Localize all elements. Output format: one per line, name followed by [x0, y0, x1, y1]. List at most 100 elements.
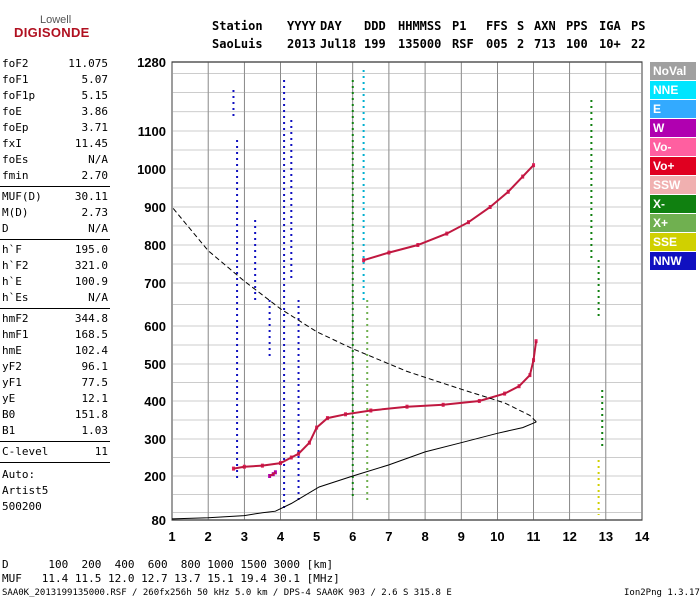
- separator: [0, 186, 110, 187]
- y-tick-label: 700: [144, 276, 166, 291]
- param-name: D: [2, 222, 9, 235]
- header-value: 135000: [398, 37, 442, 51]
- y-tick-label: 500: [144, 357, 166, 372]
- header-label: YYYY: [287, 19, 316, 33]
- separator: [0, 239, 110, 240]
- param-row: foEp 3.71: [2, 120, 108, 136]
- density-profile-solid: [171, 421, 537, 520]
- param-row: B0 151.8: [2, 407, 108, 423]
- param-row: C-level 11: [2, 444, 108, 460]
- param-row: foF1 5.07: [2, 72, 108, 88]
- param-name: h`F: [2, 243, 22, 256]
- param-name: fmin: [2, 169, 29, 182]
- legend-item: Vo-: [650, 138, 696, 156]
- x-tick-label: 10: [490, 529, 504, 544]
- separator: [0, 441, 110, 442]
- param-name: B1: [2, 424, 16, 437]
- param-row: hmE 102.4: [2, 343, 108, 359]
- legend-item: NNE: [650, 81, 696, 99]
- legend-item: X-: [650, 195, 696, 213]
- trace-point: [532, 163, 536, 168]
- param-value: 5.15: [81, 89, 109, 102]
- param-value: 344.8: [74, 312, 108, 325]
- header-value: 2: [517, 37, 525, 51]
- header-label: PPS: [566, 19, 588, 33]
- param-name: h`Es: [2, 291, 29, 304]
- header-value: SaoLuis: [212, 37, 263, 51]
- param-name: MUF(D): [2, 190, 42, 203]
- x-tick-label: 11: [527, 529, 541, 544]
- footer-file-info: SAA0K_2013199135000.RSF / 260fx256h 50 k…: [2, 588, 452, 598]
- param-value: 1.03: [81, 424, 109, 437]
- param-value: 77.5: [81, 376, 109, 389]
- separator: [0, 308, 110, 309]
- x-tick-label: 3: [241, 529, 248, 544]
- x-tick-label: 12: [562, 529, 576, 544]
- header-label: AXN: [534, 19, 556, 33]
- param-name: yF1: [2, 376, 22, 389]
- x-tick-label: 13: [599, 529, 613, 544]
- param-name: foF1p: [2, 89, 36, 102]
- legend-item: SSW: [650, 176, 696, 194]
- param-row: foE 3.86: [2, 104, 108, 120]
- param-value: 2.73: [81, 206, 109, 219]
- param-value: 168.5: [74, 328, 108, 341]
- param-value: 195.0: [74, 243, 108, 256]
- param-value: 102.4: [74, 344, 108, 357]
- header-label: IGA: [599, 19, 621, 33]
- header-value: RSF: [452, 37, 474, 51]
- param-row: yF1 77.5: [2, 375, 108, 391]
- y-tick-label: 800: [144, 238, 166, 253]
- header-label: S: [517, 19, 525, 33]
- header-value: 199: [364, 37, 386, 51]
- param-name: foEs: [2, 153, 29, 166]
- param-name: yE: [2, 392, 16, 405]
- x-tick-label: 1: [168, 529, 175, 544]
- header-label: DAY: [320, 19, 342, 33]
- x-tick-label: 6: [349, 529, 356, 544]
- x-tick-label: 4: [277, 529, 285, 544]
- param-value: 321.0: [74, 259, 108, 272]
- param-name: hmE: [2, 344, 22, 357]
- param-row: MUF(D) 30.11: [2, 189, 108, 205]
- param-row: h`F 195.0: [2, 242, 108, 258]
- header-value: 22: [631, 37, 646, 51]
- legend-item: Vo+: [650, 157, 696, 175]
- param-row: h`E 100.9: [2, 274, 108, 290]
- param-row: h`F2 321.0: [2, 258, 108, 274]
- trace-line: [363, 164, 535, 262]
- param-value: 151.8: [74, 408, 108, 421]
- y-tick-label: 1000: [137, 162, 166, 177]
- param-value: 96.1: [81, 360, 109, 373]
- param-row: h`Es N/A: [2, 290, 108, 306]
- x-tick-label: 2: [205, 529, 212, 544]
- note-line: Artist5: [2, 484, 49, 497]
- param-row: fmin 2.70: [2, 168, 108, 184]
- note-line: 500200: [2, 500, 42, 513]
- param-value: 3.86: [81, 105, 109, 118]
- param-row: foEs N/A: [2, 152, 108, 168]
- param-name: yF2: [2, 360, 22, 373]
- param-row: fxI 11.45: [2, 136, 108, 152]
- param-row: yF2 96.1: [2, 359, 108, 375]
- header-value: 10+: [599, 37, 621, 51]
- logo-digisonde: DIGISONDE: [14, 25, 90, 40]
- y-tick-label: 200: [144, 469, 166, 484]
- param-row: hmF2 344.8: [2, 311, 108, 327]
- param-row: M(D) 2.73: [2, 205, 108, 221]
- param-value: N/A: [88, 291, 108, 304]
- x-tick-label: 14: [635, 529, 650, 544]
- param-row: foF2 11.075: [2, 56, 108, 72]
- trace-point: [231, 466, 235, 471]
- density-profile-dashed: [171, 206, 537, 423]
- param-value: 2.70: [81, 169, 109, 182]
- header-value: 005: [486, 37, 508, 51]
- legend-item: NoVal: [650, 62, 696, 80]
- legend-item: W: [650, 119, 696, 137]
- x-tick-label: 8: [421, 529, 428, 544]
- header-value: 2013: [287, 37, 316, 51]
- param-name: foF2: [2, 57, 29, 70]
- header-value: 713: [534, 37, 556, 51]
- y-tick-label: 80: [152, 513, 166, 528]
- y-tick-label: 900: [144, 200, 166, 215]
